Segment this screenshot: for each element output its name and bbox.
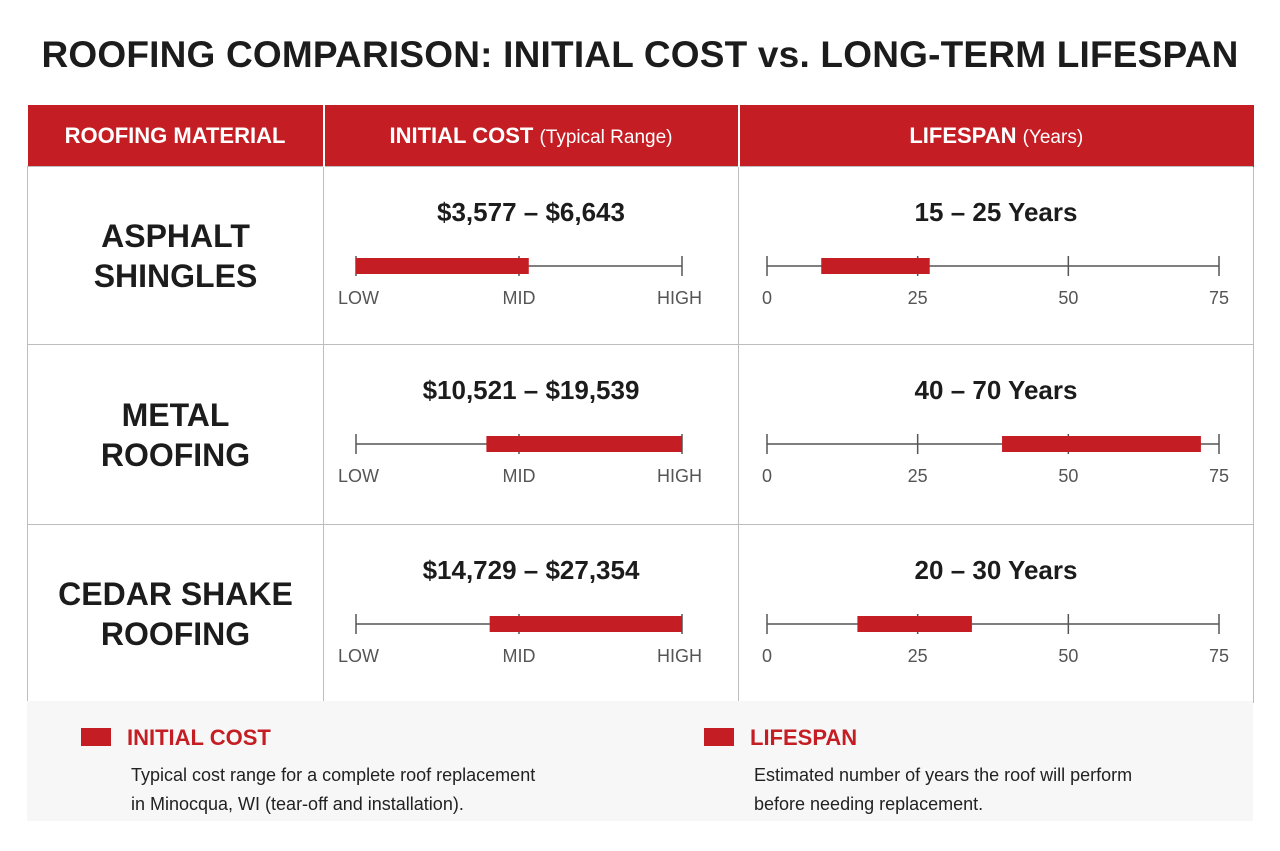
header-cost-sub: (Typical Range) [539,127,673,148]
tick-label: 25 [908,288,928,308]
tick-label: LOW [338,288,379,308]
lifespan-range-bar [1002,436,1201,452]
tick-label: 75 [1209,288,1229,308]
lifespan-range-chart: 0 25 50 75 [762,434,1229,486]
value-label: 15 – 25 Years [914,197,1078,227]
tick-label: 0 [762,646,772,666]
table-row: METAL ROOFING $10,521 – $19,539 LOW MID HIGH… [27,344,1254,525]
cost-range-chart: LOW MID HIGH [338,614,702,666]
lifespan-range-chart: 0 25 50 75 [762,614,1229,666]
lifespan-cell: 40 – 70 Years 0 25 50 75 [738,344,1254,525]
material-name-line2: ROOFING [100,436,251,473]
header-lifespan-label: LIFESPAN [909,123,1017,148]
header-lifespan-sub: (Years) [1022,127,1084,148]
tick-label: 50 [1058,288,1078,308]
header-material-label: ROOFING MATERIAL [64,123,286,148]
tick-label: 25 [908,466,928,486]
legend-name: LIFESPAN [750,725,858,750]
material-cell: METAL ROOFING [27,344,324,525]
table-row: CEDAR SHAKE ROOFING $14,729 – $27,354 LOW M… [27,524,1254,703]
tick-label: 75 [1209,466,1229,486]
tick-label: LOW [338,466,379,486]
tick-label: 50 [1058,466,1078,486]
legend-name: INITIAL COST [127,725,271,750]
cost-range-bar [486,436,682,452]
material-cell: CEDAR SHAKE ROOFING [27,524,324,703]
legend-description: Estimated number of years the roof will … [754,765,1133,814]
header-row: ROOFING MATERIAL INITIAL COST (Typical R… [27,105,1254,167]
tick-label: HIGH [657,646,702,666]
header-cost-label: INITIAL COST [389,123,534,148]
cost-cell: $10,521 – $19,539 LOW MID HIGH [323,344,739,525]
cost-range-chart: LOW MID HIGH [338,434,702,486]
material-name-line1: METAL [121,396,230,433]
tick-label: MID [503,646,536,666]
lifespan-range-bar [821,258,930,274]
legend: INITIAL COST Typical cost range for a co… [27,701,1253,821]
tick-label: MID [503,288,536,308]
tick-label: HIGH [657,466,702,486]
cost-cell: $14,729 – $27,354 LOW MID HIGH [323,524,739,703]
tick-label: 75 [1209,646,1229,666]
legend-swatch [81,728,111,746]
value-label: 20 – 30 Years [914,555,1078,585]
tick-label: 25 [908,646,928,666]
cost-range-bar [356,258,529,274]
tick-label: 0 [762,288,772,308]
material-name-line2: SHINGLES [93,257,258,294]
lifespan-cell: 20 – 30 Years 0 25 50 75 [738,524,1254,703]
tick-label: MID [503,466,536,486]
lifespan-cell: 15 – 25 Years 0 25 50 75 [738,166,1254,345]
table-row: ASPHALT SHINGLES $3,577 – $6,643 LOW MID HIG… [27,166,1254,345]
material-cell: ASPHALT SHINGLES [27,166,324,345]
lifespan-range-bar [857,616,972,632]
value-label: $14,729 – $27,354 [422,555,640,585]
tick-label: HIGH [657,288,702,308]
legend-description: Typical cost range for a complete roof r… [131,765,536,814]
tick-label: LOW [338,646,379,666]
value-label: $3,577 – $6,643 [437,197,625,227]
tick-label: 50 [1058,646,1078,666]
value-label: $10,521 – $19,539 [422,375,640,405]
header-lifespan: LIFESPAN (Years) [738,105,1254,167]
lifespan-range-chart: 0 25 50 75 [762,256,1229,308]
material-name-line2: ROOFING [100,615,251,652]
material-name-line1: CEDAR SHAKE [58,575,293,612]
legend-swatch [704,728,734,746]
cost-cell: $3,577 – $6,643 LOW MID HIGH [323,166,739,345]
page-title: ROOFING COMPARISON: INITIAL COST vs. LON… [41,34,1239,75]
tick-label: 0 [762,466,772,486]
cost-range-chart: LOW MID HIGH [338,256,702,308]
header-cost: INITIAL COST (Typical Range) [323,105,740,167]
cost-range-bar [489,616,682,632]
value-label: 40 – 70 Years [914,375,1078,405]
material-name-line1: ASPHALT [101,217,250,254]
header-material: ROOFING MATERIAL [27,105,325,167]
comparison-table: ROOFING MATERIAL INITIAL COST (Typical R… [27,105,1254,703]
